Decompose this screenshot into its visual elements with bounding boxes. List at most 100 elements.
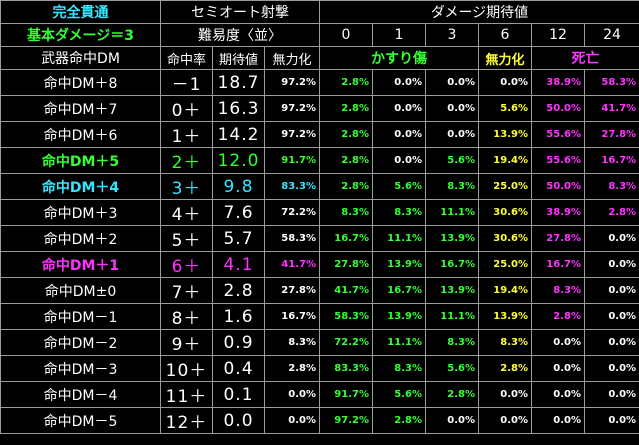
damage-prob-cell: 0.0% (372, 95, 426, 122)
hit-rate-cell: 1＋ (160, 121, 213, 148)
hit-rate-cell: 8＋ (160, 303, 213, 330)
expected-value-cell: 18.7 (212, 69, 265, 96)
table-row: 命中DM－1 8＋ 1.6 16.7% 58.3% 13.9% 11.1% 13.9% 2.8%… (0, 303, 639, 330)
damage-prob-cell: 0.0% (583, 381, 639, 408)
hit-rate-cell: 2＋ (160, 147, 213, 174)
damage-prob-cell: 8.3% (478, 329, 532, 356)
damage-prob-cell: 27.8% (531, 225, 585, 252)
weapon-dm-cell: 命中DM＋1 (0, 251, 161, 278)
neutralize-cell: 58.3% (264, 225, 320, 252)
damage-prob-cell: 91.7% (319, 381, 373, 408)
hit-rate-cell: 12＋ (160, 407, 213, 434)
damage-prob-cell: 5.6% (372, 173, 426, 200)
damage-col-1: 1 (372, 23, 426, 47)
damage-prob-cell: 0.0% (478, 381, 532, 408)
damage-prob-cell: 13.9% (425, 277, 479, 304)
damage-prob-cell: 11.1% (372, 329, 426, 356)
damage-prob-cell: 8.3% (425, 173, 479, 200)
expected-value-cell: 0.4 (212, 355, 265, 382)
expected-value-cell: 12.0 (212, 147, 265, 174)
title: 完全貫通 (0, 0, 161, 24)
hit-rate-cell: 5＋ (160, 225, 213, 252)
damage-prob-cell: 2.8% (425, 381, 479, 408)
table-row: 命中DM±0 7＋ 2.8 27.8% 41.7% 16.7% 13.9% 19.4% 8.3%… (0, 277, 639, 304)
damage-prob-cell: 16.7% (531, 251, 585, 278)
hit-rate-cell: 7＋ (160, 277, 213, 304)
neutralize-cell: 83.3% (264, 173, 320, 200)
damage-prob-cell: 2.8% (478, 355, 532, 382)
hit-rate-header: 命中率 (160, 46, 213, 70)
damage-prob-cell: 11.1% (425, 303, 479, 330)
expected-header: 期待値 (212, 46, 265, 70)
neutralize-cell: 0.0% (264, 407, 320, 434)
damage-prob-cell: 55.6% (531, 147, 585, 174)
expected-value-cell: 0.0 (212, 407, 265, 434)
damage-prob-cell: 0.0% (583, 407, 639, 434)
neutralize-cell: 97.2% (264, 121, 320, 148)
expected-damage-header: ダメージ期待値 (318, 0, 639, 24)
damage-col-6: 6 (478, 23, 532, 47)
table-row: 命中DM＋7 0＋ 16.3 97.2% 2.8% 0.0% 0.0% 5.6% 50.0% 41… (0, 95, 639, 122)
damage-prob-cell: 5.6% (372, 381, 426, 408)
damage-prob-cell: 0.0% (531, 381, 585, 408)
damage-prob-cell: 2.8% (583, 199, 639, 226)
table-row: 命中DM－2 9＋ 0.9 8.3% 72.2% 11.1% 8.3% 8.3% 0.0% 0.0… (0, 329, 639, 356)
damage-prob-cell: 8.3% (372, 355, 426, 382)
damage-prob-cell: 0.0% (583, 225, 639, 252)
damage-prob-cell: 2.8% (319, 121, 373, 148)
neutralize-cell: 27.8% (264, 277, 320, 304)
neutralize-header: 無力化 (264, 46, 320, 70)
neutralize-cell: 97.2% (264, 69, 320, 96)
damage-prob-cell: 0.0% (531, 329, 585, 356)
expected-value-cell: 14.2 (212, 121, 265, 148)
expected-value-cell: 5.7 (212, 225, 265, 252)
damage-prob-cell: 50.0% (531, 173, 585, 200)
weapon-dm-cell: 命中DM－5 (0, 407, 161, 434)
damage-prob-cell: 27.8% (583, 121, 639, 148)
damage-prob-cell: 8.3% (319, 199, 373, 226)
neutralize-cell: 91.7% (264, 147, 320, 174)
damage-prob-cell: 55.6% (531, 121, 585, 148)
neutralize-cell: 16.7% (264, 303, 320, 330)
damage-prob-cell: 2.8% (319, 147, 373, 174)
table-row: 命中DM＋3 4＋ 7.6 72.2% 8.3% 8.3% 11.1% 30.6% 38.9% 2… (0, 199, 639, 226)
damage-prob-cell: 8.3% (372, 199, 426, 226)
damage-prob-cell: 0.0% (425, 407, 479, 434)
damage-prob-cell: 0.0% (531, 355, 585, 382)
damage-col-12: 12 (531, 23, 585, 47)
expected-value-cell: 7.6 (212, 199, 265, 226)
death-category: 死亡 (530, 46, 639, 70)
damage-prob-cell: 30.6% (478, 199, 532, 226)
weapon-dm-cell: 命中DM－4 (0, 381, 161, 408)
graze-category: かすり傷 (319, 46, 479, 70)
table-row: 命中DM＋8 －1 18.7 97.2% 2.8% 0.0% 0.0% 0.0% 38.9% 58… (0, 69, 639, 96)
table-row: 命中DM＋4 3＋ 9.8 83.3% 2.8% 5.6% 8.3% 25.0% 50.0% 8.… (0, 173, 639, 200)
damage-prob-cell: 0.0% (583, 329, 639, 356)
weapon-dm-cell: 命中DM＋5 (0, 147, 161, 174)
expected-value-cell: 2.8 (212, 277, 265, 304)
damage-prob-cell: 58.3% (583, 69, 639, 96)
damage-prob-cell: 5.6% (425, 355, 479, 382)
damage-prob-cell: 30.6% (478, 225, 532, 252)
damage-prob-cell: 83.3% (319, 355, 373, 382)
hit-rate-cell: 6＋ (160, 251, 213, 278)
damage-prob-cell: 27.8% (319, 251, 373, 278)
weapon-dm-cell: 命中DM－2 (0, 329, 161, 356)
hit-rate-cell: 0＋ (160, 95, 213, 122)
weapon-dm-cell: 命中DM＋6 (0, 121, 161, 148)
weapon-dm-cell: 命中DM－3 (0, 355, 161, 382)
damage-prob-cell: 13.9% (478, 303, 532, 330)
base-damage: 基本ダメージ＝3 (0, 23, 161, 47)
damage-prob-cell: 0.0% (583, 277, 639, 304)
damage-col-3: 3 (425, 23, 479, 47)
damage-prob-cell: 50.0% (531, 95, 585, 122)
table-row: 命中DM＋2 5＋ 5.7 58.3% 16.7% 11.1% 13.9% 30.6% 27.8… (0, 225, 639, 252)
damage-prob-cell: 0.0% (425, 69, 479, 96)
table-row: 命中DM－4 11＋ 0.1 0.0% 91.7% 5.6% 2.8% 0.0% 0.0% 0.0… (0, 381, 639, 408)
damage-prob-cell: 25.0% (478, 173, 532, 200)
weapon-dm-cell: 命中DM＋2 (0, 225, 161, 252)
neutralize-cell: 97.2% (264, 95, 320, 122)
damage-prob-cell: 0.0% (531, 407, 585, 434)
damage-prob-cell: 2.8% (319, 173, 373, 200)
damage-prob-cell: 0.0% (583, 251, 639, 278)
